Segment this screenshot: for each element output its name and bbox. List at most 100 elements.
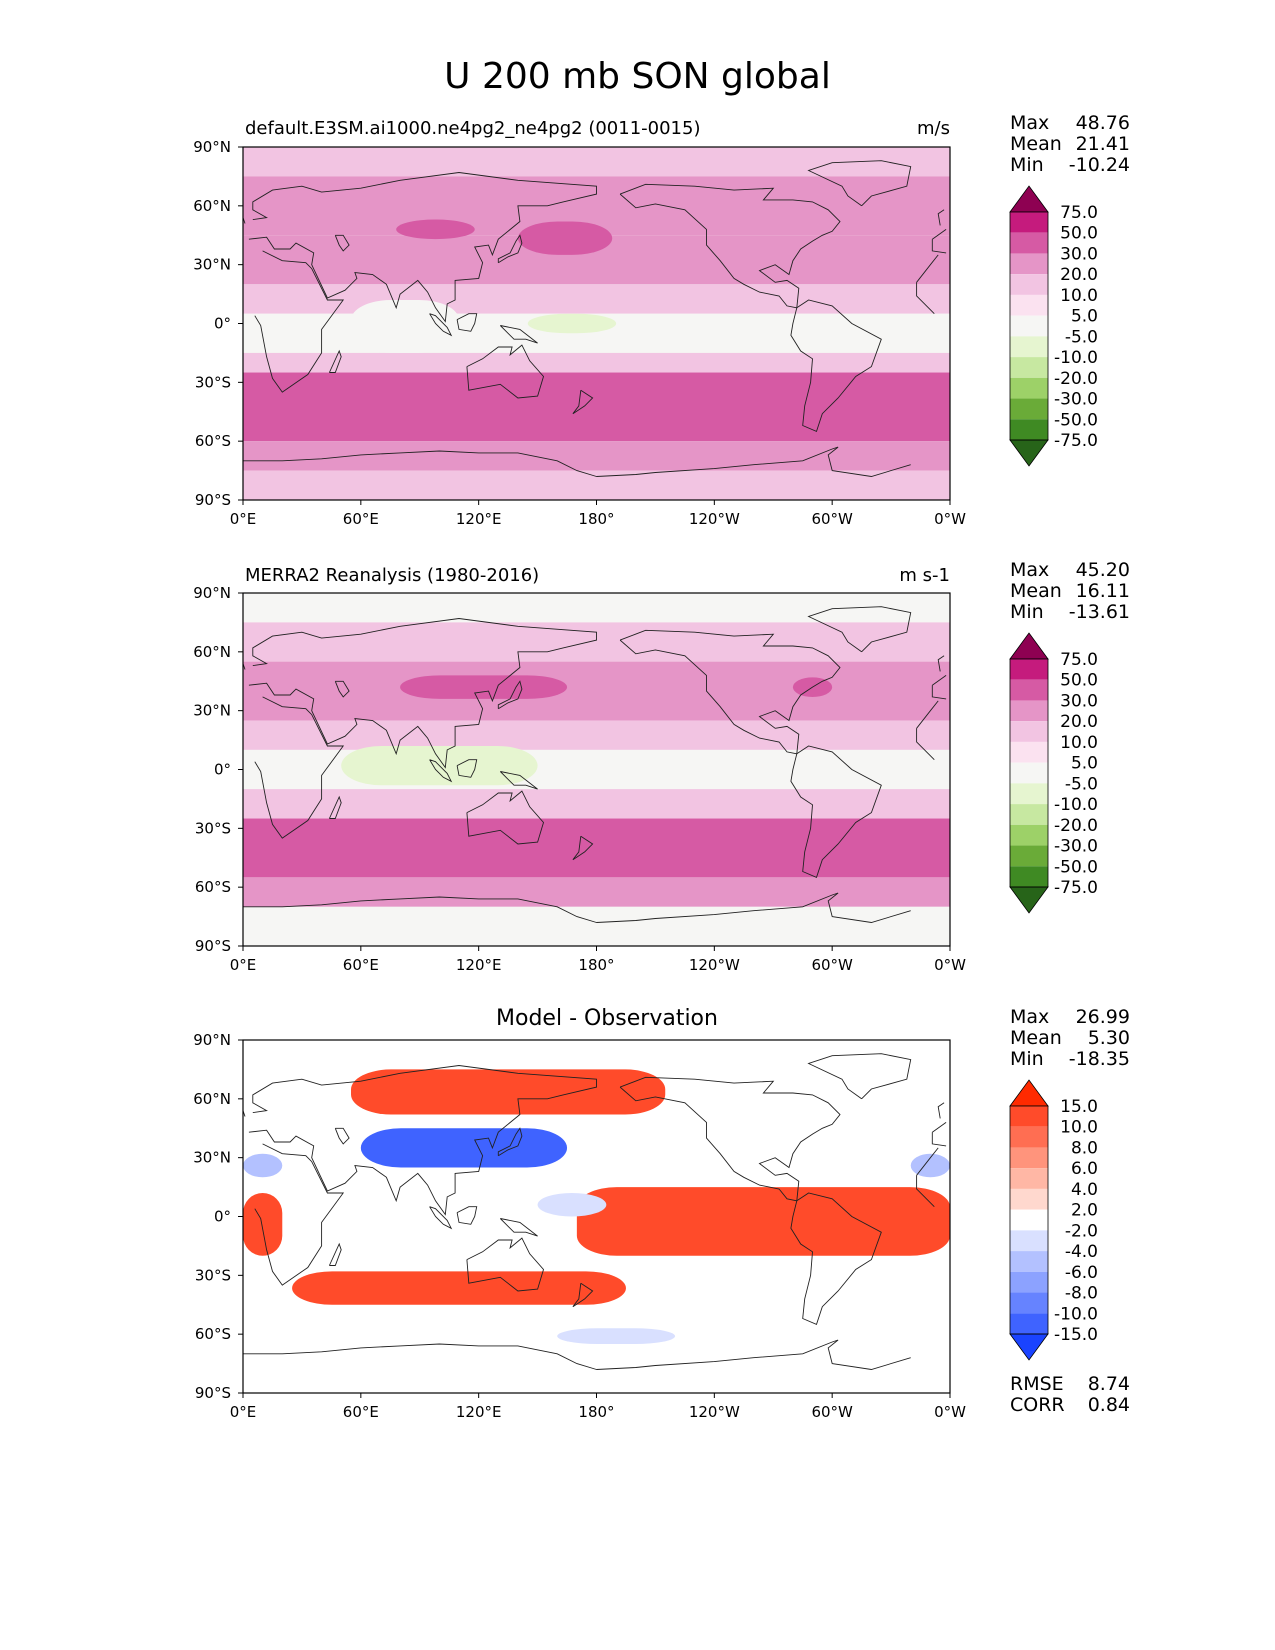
contour-band-8	[243, 906, 950, 946]
colorbar-tick-label: -30.0	[1054, 837, 1098, 857]
x-tick-label: 180°	[578, 1403, 614, 1421]
colorbar-frame	[1009, 658, 1049, 888]
y-tick-label: 90°S	[195, 1384, 231, 1402]
eurasia-coast-1	[248, 1065, 597, 1216]
colorbar-extend-min	[1009, 439, 1049, 467]
colorbar-extend-max	[1009, 632, 1049, 660]
colorbar-tick-label: 4.0	[1071, 1180, 1098, 1200]
colorbar-tick-label: -6.0	[1065, 1263, 1098, 1283]
colorbar-tick-label: -5.0	[1065, 774, 1098, 794]
x-tick-label: 0°E	[230, 510, 257, 528]
colorbar-tick-label: -10.0	[1054, 1304, 1098, 1324]
eurasia-coast-0	[931, 1132, 947, 1147]
colorbar-swatch	[1010, 232, 1048, 254]
eurasia-coast-0	[931, 685, 947, 700]
y-tick-label: 30°N	[193, 702, 231, 720]
colorbar-swatch	[1010, 253, 1048, 275]
contour-feature-2	[396, 219, 475, 240]
colorbar-swatch	[1010, 1168, 1048, 1189]
colorbar-tick-label: 20.0	[1060, 712, 1098, 732]
colorbar-tick-label: -10.0	[1054, 348, 1098, 368]
contour-feature-8	[557, 1328, 676, 1344]
panel-1-field	[243, 147, 950, 500]
page-title: U 200 mb SON global	[444, 56, 831, 97]
x-tick-label: 60°W	[811, 956, 853, 974]
colorbar-frame	[1009, 1105, 1049, 1335]
panel-3-title: Model - Observation	[496, 1006, 718, 1031]
colorbar-tick-label: -50.0	[1054, 410, 1098, 430]
borneo-coast	[456, 759, 478, 778]
contour-band-3	[243, 720, 950, 750]
colorbar-swatch	[1010, 845, 1048, 867]
x-tick-label: 180°	[578, 510, 614, 528]
uk-coast-2	[937, 209, 945, 226]
panel-3-field	[243, 1040, 950, 1393]
x-tick-label: 0°W	[934, 510, 966, 528]
x-tick-label: 0°W	[934, 1403, 966, 1421]
borneo-coast	[456, 1206, 478, 1225]
colorbar-tick-label: -75.0	[1054, 878, 1098, 898]
colorbar-swatch	[1010, 679, 1048, 701]
colorbar-swatch	[1010, 659, 1048, 680]
x-tick-label: 60°E	[343, 956, 379, 974]
colorbar-swatch	[1010, 274, 1048, 295]
colorbar-tick-label: 10.0	[1060, 286, 1098, 306]
panel-3-stat-max: Max 26.99	[1010, 1006, 1130, 1028]
colorbar-tick-label: -15.0	[1054, 1325, 1098, 1345]
y-tick-label: 90°N	[193, 584, 231, 602]
colorbar-tick-label: -2.0	[1065, 1221, 1098, 1241]
y-tick-label: 60°S	[195, 1325, 231, 1343]
antarctica-coast-1	[243, 450, 597, 477]
africa-coast-2	[916, 728, 935, 761]
colorbar-extend-max	[1009, 1079, 1049, 1107]
colorbar-tick-label: 30.0	[1060, 691, 1098, 711]
y-tick-label: 60°N	[193, 1090, 231, 1108]
colorbar-extend-min	[1009, 886, 1049, 914]
greenland-coast	[807, 160, 912, 207]
colorbar-swatch	[1010, 336, 1048, 358]
colorbar-swatch	[1010, 1188, 1048, 1210]
colorbar-swatch	[1010, 1126, 1048, 1148]
japan-coast	[497, 1127, 523, 1157]
colorbar-tick-label: 5.0	[1071, 307, 1098, 327]
y-tick-label: 30°S	[195, 1266, 231, 1284]
y-tick-label: 90°N	[193, 138, 231, 156]
colorbar-tick-label: -75.0	[1054, 431, 1098, 451]
y-tick-label: 60°N	[193, 197, 231, 215]
contour-band-1	[243, 622, 950, 662]
new-guinea-coast	[499, 771, 538, 790]
contour-feature-5	[243, 1153, 283, 1178]
panel-3-stat-mean: Mean 5.30	[1010, 1027, 1130, 1049]
contour-feature-1	[400, 675, 568, 699]
panel-1-stat-mean: Mean 21.41	[1010, 133, 1130, 155]
contour-band-0	[243, 593, 950, 623]
colorbar-tick-label: 10.0	[1060, 1118, 1098, 1138]
contour-band-8	[243, 470, 950, 500]
south-america-coast	[790, 299, 882, 433]
colorbar-tick-label: 2.0	[1071, 1201, 1098, 1221]
colorbar-swatch	[1010, 783, 1048, 805]
panel-2-stat-mean: Mean 16.11	[1010, 580, 1130, 602]
eurasia-coast-0	[931, 239, 947, 254]
y-tick-label: 30°S	[195, 819, 231, 837]
colorbar-swatch	[1010, 357, 1048, 378]
new-guinea-coast	[499, 1218, 538, 1237]
colorbar-swatch	[1010, 721, 1048, 742]
y-tick-label: 90°S	[195, 937, 231, 955]
panel-1-units: m/s	[917, 118, 950, 139]
eurasia-coast-1	[248, 618, 597, 769]
colorbar-tick-label: -50.0	[1054, 857, 1098, 877]
panel-2-left-title: MERRA2 Reanalysis (1980-2016)	[245, 565, 540, 586]
colorbar-swatch	[1010, 398, 1048, 420]
colorbar-tick-label: 30.0	[1060, 244, 1098, 264]
x-tick-label: 180°	[578, 956, 614, 974]
colorbar-swatch	[1010, 1251, 1048, 1272]
africa-coast-1	[254, 250, 345, 393]
colorbar-swatch	[1010, 1313, 1048, 1334]
x-tick-label: 120°E	[456, 956, 502, 974]
south-america-coast	[790, 745, 882, 879]
y-tick-label: 30°S	[195, 373, 231, 391]
colorbar-tick-label: 8.0	[1071, 1138, 1098, 1158]
y-tick-label: 0°	[214, 1208, 231, 1226]
